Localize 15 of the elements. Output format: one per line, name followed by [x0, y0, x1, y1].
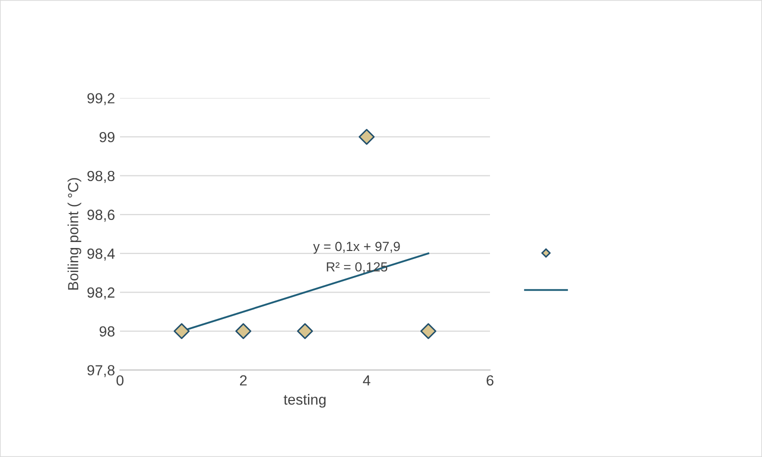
y-tick-label: 98,4	[87, 248, 115, 261]
y-tick-label: 98,8	[87, 170, 115, 183]
x-axis-title: testing	[284, 394, 326, 408]
y-tick-label: 99,2	[87, 93, 114, 106]
x-tick-label: 0	[116, 375, 124, 386]
x-tick-label: 6	[486, 375, 494, 386]
x-tick-label: 4	[362, 375, 370, 386]
y-tick-label: 98,2	[87, 287, 114, 300]
x-tick-label: 2	[240, 375, 247, 386]
y-tick-label: 98	[100, 326, 115, 337]
annotation: y = 0,1x + 97,9	[313, 242, 400, 254]
y-tick-label: 97,8	[87, 365, 115, 378]
y-tick-label: 98,6	[87, 210, 114, 222]
y-axis-title: Boiling point ( °C)	[68, 178, 82, 290]
y-tick-label: 99	[100, 132, 114, 142]
